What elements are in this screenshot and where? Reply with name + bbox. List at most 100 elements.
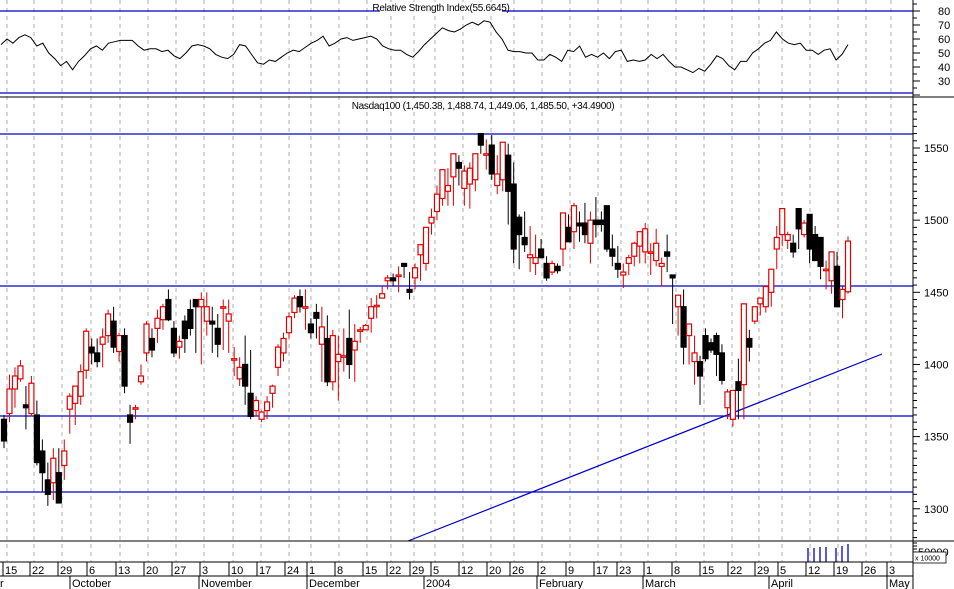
rsi-tick-label: 60 xyxy=(938,34,950,46)
rsi-tick-label: 30 xyxy=(938,76,950,88)
vertical-gridlines xyxy=(6,0,892,562)
candle xyxy=(55,472,62,504)
candle xyxy=(543,262,550,279)
candle xyxy=(713,334,720,355)
candle xyxy=(581,222,589,236)
candle xyxy=(527,254,534,259)
day-tick-label: 22 xyxy=(730,565,742,577)
candle xyxy=(121,334,128,387)
candle xyxy=(433,193,441,213)
day-tick-label: 23 xyxy=(619,565,631,577)
candle xyxy=(417,244,424,256)
candle xyxy=(576,222,583,227)
candle xyxy=(44,479,51,495)
candle xyxy=(603,205,610,250)
candle xyxy=(340,355,347,358)
volume-unit-label: x 10000 xyxy=(915,556,940,563)
day-tick-label: 29 xyxy=(60,565,72,577)
candle xyxy=(225,313,232,322)
candle xyxy=(790,242,797,253)
candle xyxy=(664,251,671,257)
day-tick-label: 13 xyxy=(118,565,130,577)
candle xyxy=(494,173,501,187)
candlesticks xyxy=(0,132,852,506)
candle xyxy=(609,248,616,257)
day-tick-label: 1 xyxy=(309,565,315,577)
candle xyxy=(587,219,594,244)
price-title-bg xyxy=(366,99,600,111)
month-label: April xyxy=(771,578,793,589)
candle xyxy=(505,154,512,192)
candle xyxy=(22,404,30,409)
candle xyxy=(242,363,249,387)
rsi-tick-label: 80 xyxy=(938,6,950,18)
candle xyxy=(773,236,780,250)
price-tick-label: 1450 xyxy=(924,287,948,299)
candle xyxy=(148,337,156,351)
candle xyxy=(236,366,243,380)
candle xyxy=(729,389,737,420)
candle xyxy=(422,226,430,265)
candle xyxy=(636,231,643,247)
candle xyxy=(537,248,545,259)
day-tick-label: 5 xyxy=(433,565,439,577)
price-panel: Nasdaq100 (1,450.38, 1,488.74, 1,449.06,… xyxy=(0,99,948,542)
candle xyxy=(83,330,90,371)
candle xyxy=(450,153,457,178)
candle xyxy=(614,262,621,270)
candle xyxy=(143,323,150,354)
candle xyxy=(329,334,336,383)
day-tick-label: 17 xyxy=(259,565,271,577)
month-label: r xyxy=(0,578,4,589)
candle xyxy=(461,170,468,190)
candle xyxy=(817,236,824,267)
candle xyxy=(379,293,386,299)
candle xyxy=(209,320,216,325)
candle xyxy=(263,401,271,412)
candle xyxy=(768,268,775,293)
candle xyxy=(324,337,331,383)
month-label: 2004 xyxy=(426,578,450,589)
candle xyxy=(592,219,599,226)
candle xyxy=(285,316,293,334)
day-tick-label: 19 xyxy=(836,565,848,577)
candle xyxy=(247,392,254,417)
price-tick-label: 1400 xyxy=(924,359,948,371)
candle xyxy=(390,277,397,282)
day-tick-label: 8 xyxy=(674,565,680,577)
candle xyxy=(653,242,660,262)
candle xyxy=(198,298,205,308)
month-label: May xyxy=(889,578,910,589)
volume-panel: 50000 x 10000 xyxy=(0,540,954,564)
candle xyxy=(428,216,435,224)
candle xyxy=(373,304,380,308)
candle xyxy=(335,353,342,363)
candle xyxy=(822,268,830,272)
candle xyxy=(11,375,19,390)
candle xyxy=(658,262,665,267)
candle xyxy=(696,360,704,377)
candle xyxy=(784,233,791,241)
rsi-title-bg xyxy=(380,2,502,13)
month-label: December xyxy=(309,578,360,589)
candle xyxy=(844,240,852,293)
day-tick-label: 1 xyxy=(646,565,652,577)
candle xyxy=(307,323,315,334)
candle xyxy=(50,457,57,484)
candle xyxy=(740,303,747,386)
candle xyxy=(296,296,304,308)
price-tick-label: 1500 xyxy=(924,215,948,227)
candle xyxy=(214,327,221,345)
candle xyxy=(488,144,495,175)
day-tick-label: 12 xyxy=(808,565,820,577)
day-tick-label: 29 xyxy=(757,565,769,577)
month-label: November xyxy=(201,578,252,589)
candle xyxy=(165,298,172,321)
candle xyxy=(806,213,813,250)
price-axis: 1550 1500 1450 1400 1350 1300 xyxy=(913,104,948,539)
candle xyxy=(707,342,715,351)
day-tick-label: 10 xyxy=(231,565,243,577)
price-tick-label: 1300 xyxy=(924,504,948,516)
day-tick-label: 26 xyxy=(864,565,876,577)
candle xyxy=(105,313,112,337)
